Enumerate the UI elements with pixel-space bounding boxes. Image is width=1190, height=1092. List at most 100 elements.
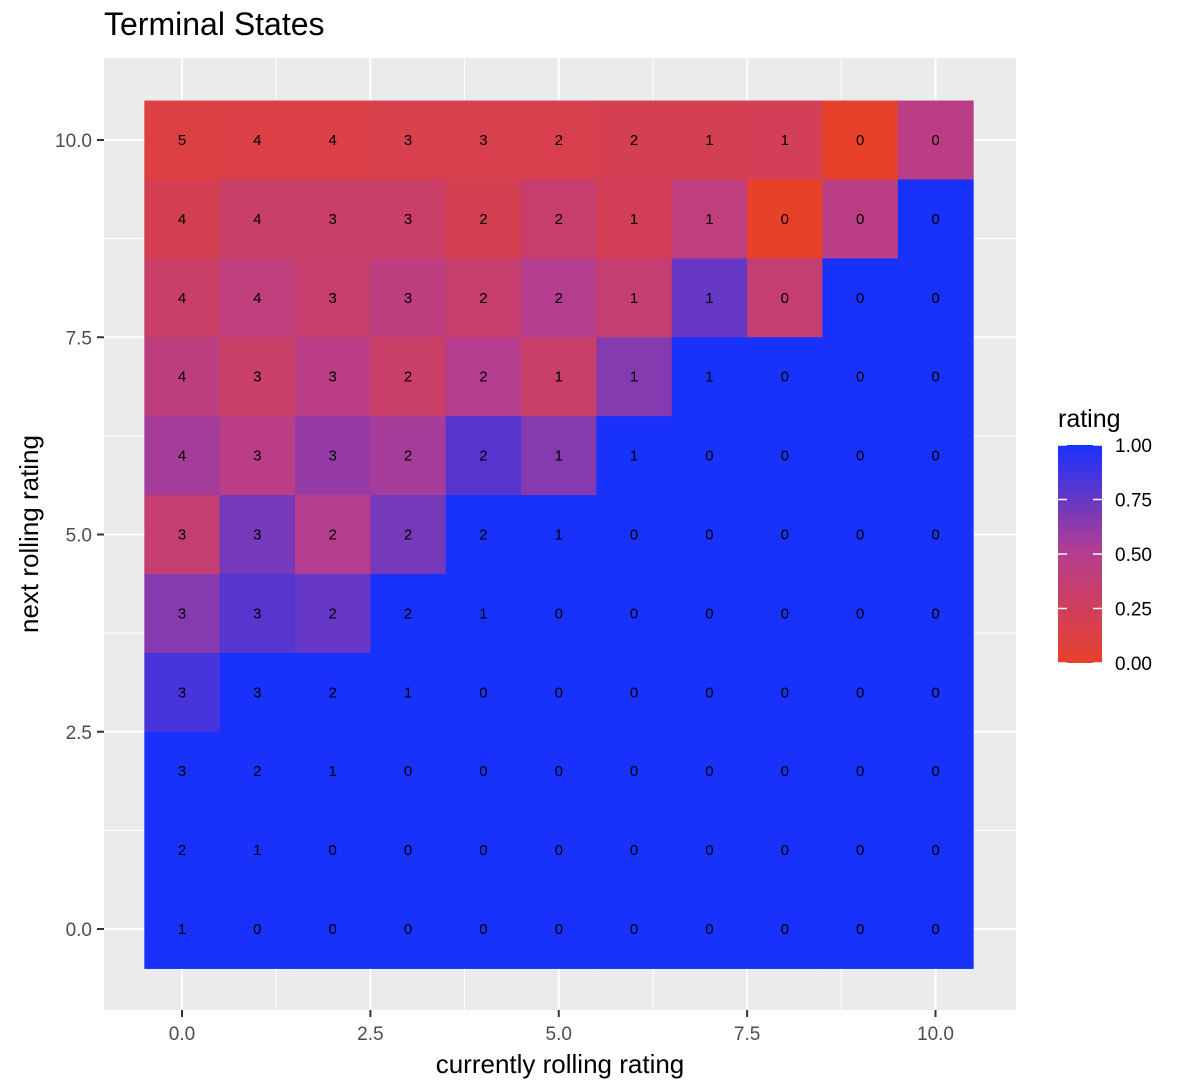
cell-value-label: 0 — [931, 684, 939, 701]
cell-value-label: 5 — [178, 132, 186, 149]
cell-value-label: 0 — [856, 448, 864, 465]
cell-value-label: 3 — [178, 763, 186, 780]
cell-value-label: 0 — [630, 527, 638, 544]
cell-value-label: 0 — [404, 842, 412, 859]
heatmap-cell — [521, 258, 597, 338]
cell-value-label: 3 — [178, 684, 186, 701]
cell-value-label: 1 — [705, 132, 713, 149]
heatmap-cell — [521, 889, 597, 969]
heatmap-cell — [596, 337, 673, 417]
cell-value-label: 0 — [781, 448, 789, 465]
heatmap-cell — [521, 495, 597, 575]
y-tick-label: 10.0 — [55, 131, 92, 152]
heatmap-cell — [897, 100, 974, 180]
cell-value-label: 1 — [630, 448, 638, 465]
heatmap-cell — [596, 179, 673, 259]
heatmap-cell — [219, 416, 296, 496]
cell-value-label: 0 — [705, 684, 713, 701]
heatmap-cell — [596, 810, 673, 891]
heatmap-cell — [370, 100, 447, 180]
heatmap-cell — [822, 100, 899, 180]
heatmap-cell — [370, 889, 447, 969]
cell-value-label: 0 — [630, 605, 638, 622]
cell-value-label: 1 — [253, 842, 261, 859]
heatmap-cell — [596, 573, 673, 654]
heatmap-cell — [822, 652, 899, 733]
x-tick-label: 0.0 — [169, 1024, 195, 1045]
heatmap-cell — [219, 731, 296, 812]
heatmap-cell — [521, 179, 597, 259]
cell-value-label: 0 — [931, 290, 939, 307]
cell-value-label: 2 — [479, 448, 487, 465]
heatmap-cell — [521, 416, 597, 496]
cell-value-label: 0 — [931, 842, 939, 859]
cell-value-label: 0 — [479, 763, 487, 780]
heatmap-cell — [671, 573, 748, 654]
heatmap-cell — [370, 573, 447, 654]
cell-value-label: 3 — [178, 527, 186, 544]
cell-value-label: 3 — [404, 290, 412, 307]
heatmap-cell — [671, 652, 748, 733]
heatmap-cell — [747, 573, 823, 654]
heatmap-cell — [219, 652, 296, 733]
cell-value-label: 0 — [555, 684, 563, 701]
cell-value-label: 0 — [931, 763, 939, 780]
heatmap-cell — [897, 179, 974, 259]
cell-value-label: 0 — [630, 842, 638, 859]
legend-tick-label: 1.00 — [1115, 436, 1152, 457]
cell-value-label: 0 — [705, 842, 713, 859]
cell-value-label: 2 — [479, 369, 487, 386]
heatmap-cell — [747, 416, 823, 496]
heatmap-cell — [295, 100, 371, 180]
cell-value-label: 3 — [404, 132, 412, 149]
cell-value-label: 0 — [555, 842, 563, 859]
heatmap-cell-labels: 5 4 4 3 3 2 2 1 1 0 0 4 4 3 3 2 2 1 1 0 0 0 4 4 3 3 2 2 1 1 0 0 0 4 3 3 2 2 1 1… — [178, 132, 940, 938]
x-tick-label: 10.0 — [917, 1024, 954, 1045]
heatmap-cell — [370, 652, 447, 733]
cell-value-label: 2 — [404, 527, 412, 544]
heatmap-cell — [445, 573, 522, 654]
y-axis: 0.0 2.5 5.0 7.5 10.0 — [55, 131, 104, 941]
y-tick-label: 2.5 — [66, 723, 92, 744]
heatmap-cell — [822, 258, 899, 338]
cell-value-label: 0 — [931, 605, 939, 622]
y-tick-label: 5.0 — [66, 526, 92, 547]
heatmap-cell — [521, 731, 597, 812]
heatmap-cell — [596, 889, 673, 969]
cell-value-label: 0 — [931, 921, 939, 938]
heatmap-cell — [295, 495, 371, 575]
heatmap-cell — [295, 810, 371, 891]
heatmap-cell — [144, 889, 221, 969]
y-tick-label: 7.5 — [66, 328, 92, 349]
cell-value-label: 0 — [404, 763, 412, 780]
heatmap-cell — [445, 258, 522, 338]
cell-value-label: 3 — [253, 605, 261, 622]
cell-value-label: 1 — [479, 605, 487, 622]
heatmap-cell — [521, 573, 597, 654]
heatmap-cell — [445, 100, 522, 180]
cell-value-label: 3 — [178, 605, 186, 622]
heatmap-cell — [671, 100, 748, 180]
heatmap-cell — [370, 179, 447, 259]
cell-value-label: 0 — [781, 527, 789, 544]
x-axis: 0.0 2.5 5.0 7.5 10.0 — [169, 1010, 954, 1045]
cell-value-label: 0 — [781, 684, 789, 701]
heatmap-cell — [822, 179, 899, 259]
heatmap-cell — [445, 731, 522, 812]
heatmap-cell — [596, 258, 673, 338]
heatmap-cell — [445, 337, 522, 417]
heatmap-cell — [671, 258, 748, 338]
heatmap-cell — [671, 731, 748, 812]
cell-value-label: 3 — [404, 211, 412, 228]
heatmap-cell — [295, 179, 371, 259]
heatmap-cell — [370, 337, 447, 417]
cell-value-label: 4 — [178, 211, 186, 228]
heatmap-cell — [521, 810, 597, 891]
cell-value-label: 3 — [329, 369, 337, 386]
heatmap-cell — [370, 258, 447, 338]
heatmap-cell — [370, 495, 447, 575]
x-tick-label: 7.5 — [734, 1024, 760, 1045]
cell-value-label: 0 — [856, 132, 864, 149]
cell-value-label: 1 — [630, 369, 638, 386]
